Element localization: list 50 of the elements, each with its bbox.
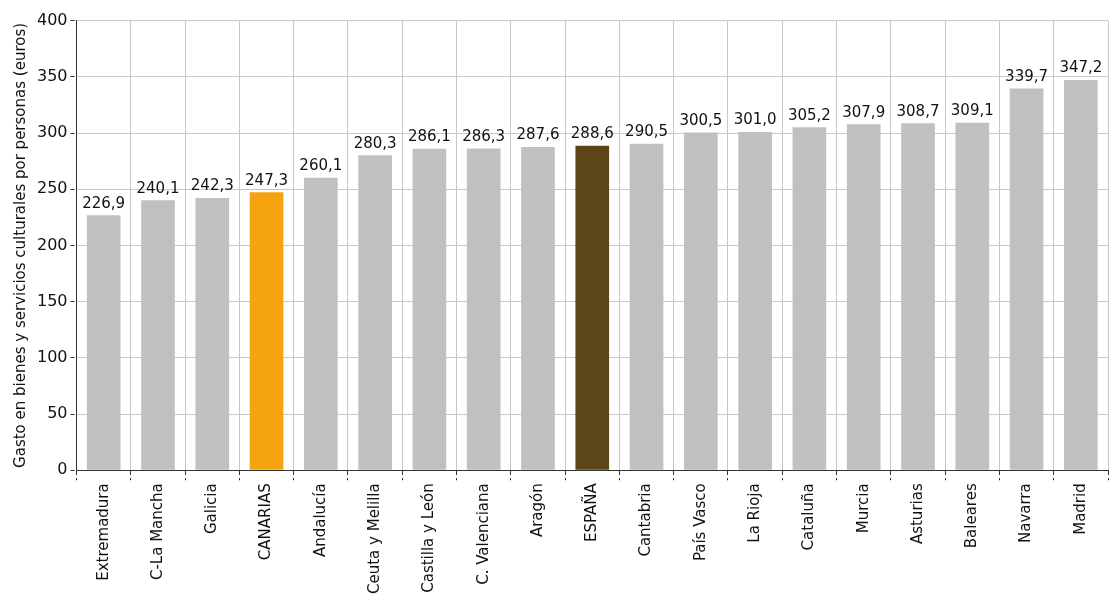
x-tick-label: C. Valenciana	[473, 483, 492, 585]
x-tick-label: Madrid	[1070, 483, 1089, 535]
x-tick-label: País Vasco	[690, 483, 709, 562]
x-tick-label: Cataluña	[799, 483, 818, 551]
data-label: 301,0	[733, 110, 777, 129]
y-tick-label: 200	[36, 234, 68, 254]
y-tick-label: 100	[36, 347, 68, 367]
data-label: 288,6	[570, 124, 614, 143]
x-tick-label: Murcia	[853, 483, 872, 534]
bar	[575, 145, 610, 470]
data-label: 240,1	[136, 178, 180, 197]
data-label: 309,1	[950, 101, 994, 120]
x-tick-label: Asturias	[907, 483, 926, 545]
y-tick-label: 400	[36, 9, 68, 29]
data-label: 280,3	[353, 133, 397, 152]
data-label: 242,3	[190, 176, 234, 195]
data-label: 260,1	[299, 156, 343, 175]
data-label: 347,2	[1059, 58, 1103, 77]
y-tick-label: 350	[36, 65, 68, 85]
data-label: 307,9	[842, 102, 886, 121]
x-tick-label: La Rioja	[745, 483, 764, 543]
x-tick-label: Castilla y León	[419, 483, 438, 593]
y-tick-label: 250	[36, 178, 68, 198]
y-tick-label: 300	[36, 122, 68, 142]
y-tick-label: 0	[57, 459, 68, 479]
x-tick-label: Extremadura	[93, 483, 112, 581]
data-label: 286,3	[462, 126, 506, 145]
data-label: 339,7	[1005, 66, 1049, 85]
x-tick-label: Aragón	[527, 483, 546, 538]
data-label: 300,5	[679, 110, 723, 129]
x-tick-label: Navarra	[1016, 483, 1035, 544]
y-tick-label: 50	[47, 403, 68, 423]
x-tick-label: C-La Mancha	[147, 483, 166, 581]
data-label: 247,3	[245, 170, 289, 189]
x-tick-label: Andalucía	[310, 483, 329, 558]
x-tick-label: Ceuta y Melilla	[365, 483, 384, 595]
bar	[249, 192, 284, 470]
data-label: 287,6	[516, 125, 560, 144]
data-label: 308,7	[896, 101, 940, 120]
x-tick-label: Baleares	[962, 483, 981, 549]
y-axis-title: Gasto en bienes y servicios culturales por personas (euros)	[10, 22, 29, 468]
x-tick-label: ESPAÑA	[581, 482, 601, 543]
data-label: 305,2	[787, 105, 831, 124]
data-label: 286,1	[407, 127, 451, 146]
x-tick-label: Galicia	[202, 483, 221, 535]
y-tick-label: 150	[36, 290, 68, 310]
x-tick-label: CANARIAS	[256, 483, 275, 561]
data-label: 226,9	[82, 193, 126, 212]
data-label: 290,5	[625, 122, 669, 141]
x-tick-label: Cantabria	[636, 483, 655, 557]
